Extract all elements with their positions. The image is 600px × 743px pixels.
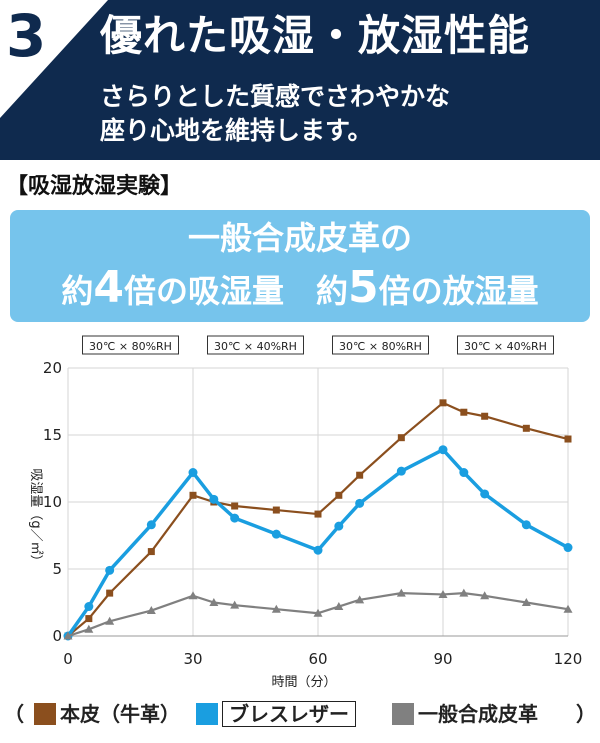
legend-label-genuine-leather: 本皮（牛革）	[60, 702, 180, 726]
data-point	[459, 468, 469, 478]
number-badge	[0, 0, 108, 118]
legend-open-paren: （	[4, 702, 24, 726]
data-point	[105, 565, 115, 575]
data-point	[460, 408, 468, 416]
data-point	[189, 491, 197, 499]
condition-label-box	[82, 335, 179, 355]
data-point	[106, 589, 114, 597]
data-point	[563, 543, 573, 553]
data-point	[521, 598, 531, 606]
y-tick-label: 5	[52, 560, 62, 578]
data-point	[459, 588, 469, 597]
data-point	[564, 435, 572, 443]
feature-number: 3	[6, 2, 47, 70]
data-point	[356, 471, 364, 479]
banner-line-2: 約4倍の吸湿量 約5倍の放湿量	[10, 264, 590, 315]
legend-item-synthetic-leather: 一般合成皮革	[392, 700, 538, 728]
data-point	[313, 608, 323, 617]
data-point	[271, 529, 281, 539]
section-label: 【吸湿放湿実験】	[6, 174, 183, 199]
data-point	[335, 491, 343, 499]
data-point	[396, 588, 406, 597]
legend-item-breath-leather: ブレスレザー	[196, 700, 356, 728]
data-point	[480, 591, 490, 600]
x-tick-label: 60	[308, 650, 327, 668]
data-point	[481, 412, 489, 420]
x-tick-label: 0	[63, 650, 73, 668]
legend-close-paren: ）	[576, 702, 596, 726]
condition-label-box	[332, 335, 429, 355]
data-point	[230, 513, 240, 523]
x-tick-label: 30	[183, 650, 202, 668]
x-axis-title: 時間（分）	[271, 675, 336, 688]
data-point	[439, 399, 447, 407]
condition-label-box	[457, 335, 554, 355]
data-point	[84, 602, 94, 612]
data-point	[334, 521, 344, 531]
legend-label-breath-leather: ブレスレザー	[222, 701, 356, 727]
data-point	[188, 591, 198, 600]
header-banner: 3 優れた吸湿・放湿性能 さらりとした質感でさわやかな 座り心地を維持します。	[0, 0, 600, 160]
data-point	[563, 604, 573, 613]
data-point	[480, 489, 490, 499]
data-point	[231, 502, 239, 510]
data-point	[209, 598, 219, 606]
data-point	[272, 506, 280, 514]
moisture-absorption-chart: 0 30 60 90 120 0 5 10 15 20 時間（分） 吸湿量（g／㎡） 30℃ × 80%…	[28, 335, 583, 688]
y-axis-title: 吸湿量（g／㎡）	[28, 468, 43, 567]
data-point	[209, 494, 219, 504]
data-point	[271, 604, 281, 613]
condition-label-box	[207, 335, 304, 355]
banner-text-a: 約	[61, 272, 94, 310]
data-point	[146, 606, 156, 615]
data-point	[521, 520, 531, 530]
banner-number-1: 4	[93, 262, 124, 313]
legend: （ 本皮（牛革） ブレスレザー 一般合成皮革 ）	[0, 692, 600, 736]
banner-text-c: 倍の放湿量	[378, 272, 539, 310]
data-point	[334, 602, 344, 611]
data-point	[397, 434, 405, 442]
feature-title: 優れた吸湿・放湿性能	[100, 11, 531, 60]
legend-item-genuine-leather: 本皮（牛革）	[34, 700, 180, 728]
data-point	[313, 545, 323, 555]
data-point	[438, 445, 448, 455]
data-point	[355, 595, 365, 604]
data-point	[146, 520, 156, 530]
condition-label: 30℃ × 40%RH	[214, 340, 297, 353]
condition-label: 30℃ × 40%RH	[464, 340, 547, 353]
data-point	[396, 466, 406, 476]
banner-number-2: 5	[348, 262, 379, 313]
y-tick-label: 10	[43, 493, 62, 511]
data-point	[105, 616, 115, 625]
highlight-banner: 一般合成皮革の 約4倍の吸湿量 約5倍の放湿量	[10, 210, 590, 322]
data-point	[355, 498, 365, 508]
feature-subtitle: さらりとした質感でさわやかな 座り心地を維持します。	[100, 80, 450, 148]
condition-label: 30℃ × 80%RH	[89, 340, 172, 353]
y-tick-label: 0	[52, 627, 62, 645]
y-tick-label: 15	[43, 426, 62, 444]
x-tick-label: 90	[433, 650, 452, 668]
data-point	[85, 615, 93, 623]
legend-swatch-genuine-leather	[34, 703, 56, 725]
x-tick-label: 120	[554, 650, 583, 668]
data-point	[230, 600, 240, 609]
banner-line-1: 一般合成皮革の	[187, 219, 412, 257]
data-point	[438, 589, 448, 598]
legend-label-synthetic-leather: 一般合成皮革	[418, 702, 538, 726]
data-point	[63, 631, 73, 640]
legend-swatch-breath-leather	[196, 703, 218, 725]
subtitle-line-2: 座り心地を維持します。	[100, 116, 373, 145]
subtitle-line-1: さらりとした質感でさわやかな	[100, 82, 451, 111]
banner-text-b: 倍の吸湿量 約	[123, 272, 348, 310]
data-point	[84, 624, 94, 633]
data-point	[314, 510, 322, 518]
data-point	[147, 548, 155, 556]
y-tick-label: 20	[43, 359, 62, 377]
legend-swatch-synthetic-leather	[392, 703, 414, 725]
data-point	[522, 424, 530, 432]
data-point	[188, 468, 198, 478]
condition-label: 30℃ × 80%RH	[339, 340, 422, 353]
